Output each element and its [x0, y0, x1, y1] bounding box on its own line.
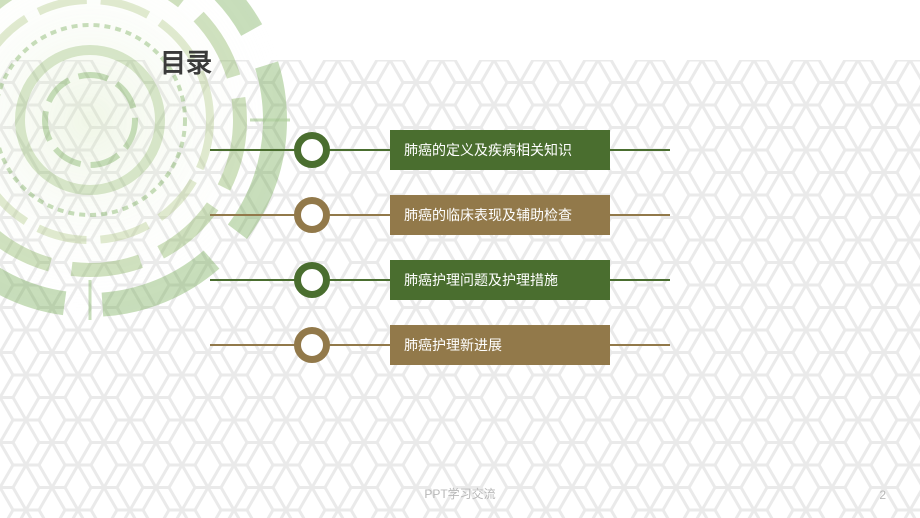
toc-bar: 肺癌的定义及疾病相关知识 — [390, 130, 610, 170]
toc-item-1: 肺癌的定义及疾病相关知识 — [210, 130, 810, 170]
toc-bar: 肺癌的临床表现及辅助检查 — [390, 195, 610, 235]
page-number: 2 — [879, 488, 886, 502]
toc-bullet-circle — [294, 132, 330, 168]
toc-item-3: 肺癌护理问题及护理措施 — [210, 260, 810, 300]
toc-label: 肺癌的定义及疾病相关知识 — [404, 140, 572, 160]
toc-bar: 肺癌护理问题及护理措施 — [390, 260, 610, 300]
toc-bullet-circle — [294, 262, 330, 298]
toc-bar: 肺癌护理新进展 — [390, 325, 610, 365]
toc-bullet-circle — [294, 197, 330, 233]
footer-text: PPT学习交流 — [424, 485, 495, 502]
toc-item-2: 肺癌的临床表现及辅助检查 — [210, 195, 810, 235]
toc-label: 肺癌护理新进展 — [404, 335, 502, 355]
toc-title: 目录 — [160, 43, 212, 80]
toc-label: 肺癌护理问题及护理措施 — [404, 270, 558, 290]
toc-item-4: 肺癌护理新进展 — [210, 325, 810, 365]
toc-label: 肺癌的临床表现及辅助检查 — [404, 205, 572, 225]
toc-list: 肺癌的定义及疾病相关知识 肺癌的临床表现及辅助检查 肺癌护理问题及护理措施 肺癌… — [210, 130, 810, 390]
toc-bullet-circle — [294, 327, 330, 363]
